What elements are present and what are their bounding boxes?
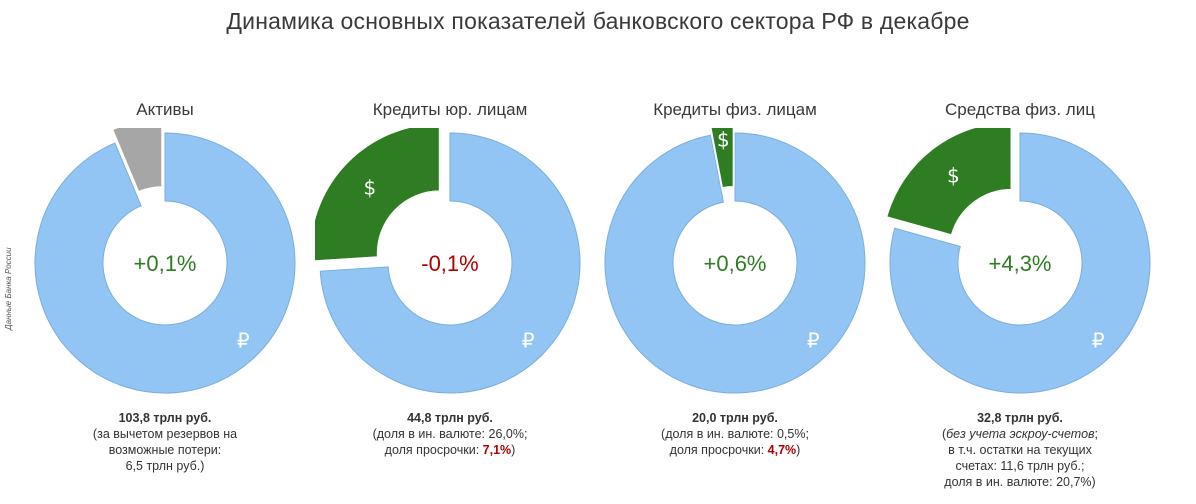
caption-segment: доля просрочки: (384, 443, 483, 457)
caption-line: счетах: 11,6 трлн руб.; (895, 458, 1145, 474)
caption-segment: счетах: 11,6 трлн руб.; (955, 459, 1085, 473)
donut-slice-0 (319, 132, 581, 394)
caption-segment: 7,1% (482, 443, 512, 457)
caption-segment: 44,8 трлн руб. (407, 411, 493, 425)
donut-chart-corporate-loans: ₽ $ -0,1% (315, 128, 581, 394)
caption-line: 32,8 трлн руб. (895, 410, 1145, 426)
panel-title: Активы (136, 100, 194, 119)
panel-assets: Активы ₽ +0,1% 103,8 трлн руб. (за вычетом… (20, 0, 310, 504)
caption-line: доля просрочки: 4,7%) (610, 442, 860, 458)
panel-title: Кредиты юр. лицам (372, 100, 528, 119)
caption-line: 103,8 трлн руб. (40, 410, 290, 426)
panel-caption: 32,8 трлн руб. (без учета эскроу-счетов; в… (895, 410, 1145, 490)
caption-segment: (доля в ин. валюте: 0,5%; (661, 427, 809, 441)
caption-segment: возможные потери: (108, 443, 222, 457)
caption-segment: доля в ин. валюте: 20,7%) (944, 475, 1096, 489)
donut-chart-retail-loans: ₽ $ +0,6% (604, 128, 866, 394)
caption-segment: 103,8 трлн руб. (118, 411, 212, 425)
caption-line: 44,8 трлн руб. (325, 410, 575, 426)
panel-title: Средства физ. лиц (945, 100, 1095, 119)
center-change-label: +0,6% (704, 251, 767, 276)
slice-symbol-0: ₽ (1092, 328, 1105, 352)
donut-slice-1 (885, 128, 1013, 237)
caption-line: (доля в ин. валюте: 26,0%; (325, 426, 575, 442)
center-change-label: -0,1% (421, 251, 478, 276)
panel-caption: 103,8 трлн руб. (за вычетом резервов на во… (40, 410, 290, 474)
caption-segment: доля просрочки: (669, 443, 768, 457)
slice-symbol-0: ₽ (807, 328, 820, 352)
donut-slice-1 (110, 128, 164, 194)
caption-segment: 32,8 трлн руб. (977, 411, 1063, 425)
caption-line: возможные потери: (40, 442, 290, 458)
panel-deposits: Средства физ. лиц ₽ $ +4,3% 32,8 трлн руб.… (875, 0, 1165, 504)
caption-segment: ( (941, 427, 947, 441)
panel-retail-loans: Кредиты физ. лицам ₽ $ +0,6% 20,0 трлн руб… (590, 0, 880, 504)
caption-segment: 20,0 трлн руб. (692, 411, 778, 425)
center-change-label: +4,3% (989, 251, 1052, 276)
panel-corporate-loans: Кредиты юр. лицам ₽ $ -0,1% 44,8 трлн руб.… (305, 0, 595, 504)
donut-slice-0 (604, 132, 866, 394)
slice-symbol-0: ₽ (237, 328, 250, 352)
caption-line: (без учета эскроу-счетов; (895, 426, 1145, 442)
caption-segment: (за вычетом резервов на (92, 427, 238, 441)
donut-chart-assets: ₽ +0,1% (34, 128, 296, 394)
panel-caption: 20,0 трлн руб. (доля в ин. валюте: 0,5%; д… (610, 410, 860, 458)
center-change-label: +0,1% (134, 251, 197, 276)
caption-line: 6,5 трлн руб.) (40, 458, 290, 474)
slice-symbol-0: ₽ (522, 328, 535, 352)
caption-segment: (доля в ин. валюте: 26,0%; (372, 427, 528, 441)
caption-line: 20,0 трлн руб. (610, 410, 860, 426)
donut-slice-1 (709, 128, 735, 190)
chart-title: Динамика основных показателей банковског… (226, 8, 970, 34)
caption-segment: 6,5 трлн руб.) (125, 459, 205, 473)
caption-line: (доля в ин. валюте: 0,5%; (610, 426, 860, 442)
source-note: Данные Банка России (4, 247, 13, 330)
caption-segment: в т.ч. остатки на текущих (948, 443, 1092, 457)
slice-symbol-1: $ (363, 176, 376, 200)
caption-line: доля в ин. валюте: 20,7%) (895, 474, 1145, 490)
caption-line: (за вычетом резервов на (40, 426, 290, 442)
donut-slice-0 (34, 132, 296, 394)
caption-line: доля просрочки: 7,1%) (325, 442, 575, 458)
donut-slice-0 (889, 132, 1151, 394)
caption-segment: ; (1094, 427, 1099, 441)
slice-symbol-1: $ (717, 128, 730, 152)
caption-line: в т.ч. остатки на текущих (895, 442, 1145, 458)
panel-caption: 44,8 трлн руб. (доля в ин. валюте: 26,0%;… (325, 410, 575, 458)
donut-chart-deposits: ₽ $ +4,3% (885, 128, 1151, 394)
panel-title: Кредиты физ. лицам (653, 100, 817, 119)
caption-segment: без учета эскроу-счетов (946, 427, 1095, 441)
donut-slice-1 (315, 128, 441, 263)
caption-segment: 4,7% (767, 443, 797, 457)
caption-segment: ) (796, 443, 801, 457)
slice-symbol-1: $ (947, 163, 960, 187)
caption-segment: ) (511, 443, 516, 457)
